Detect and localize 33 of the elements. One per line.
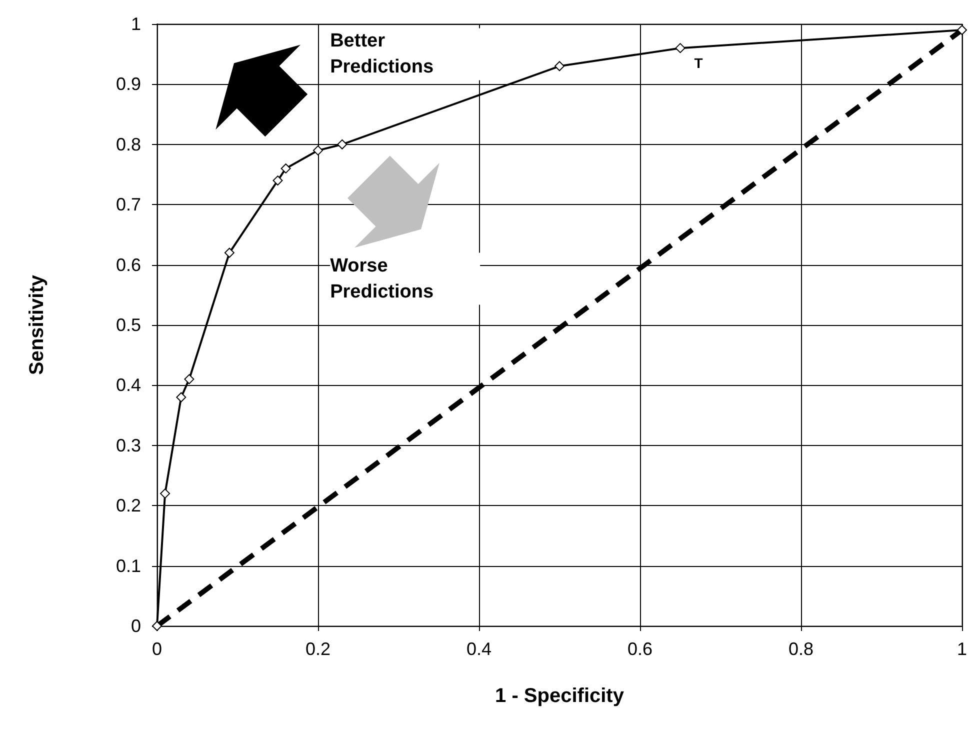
- x-axis-title: 1 - Specificity: [495, 685, 625, 707]
- x-tick-label: 0.8: [788, 639, 814, 659]
- point: [176, 392, 186, 402]
- y-tick-label: 0.7: [116, 194, 141, 215]
- point: [313, 145, 323, 156]
- point: [280, 163, 291, 174]
- y-tick-label: 0.5: [116, 315, 141, 335]
- y-axis-title: Sensitivity: [26, 274, 48, 376]
- annotation: Better Predictions: [330, 30, 434, 78]
- point: [224, 248, 234, 258]
- x-tick-label: 0.6: [627, 639, 653, 659]
- point: [160, 488, 170, 499]
- y-tick-label: 1: [130, 14, 141, 34]
- y-tick-label: 0.1: [116, 556, 141, 576]
- x-tick-label: 0: [152, 639, 162, 659]
- x-tick-label: 1: [956, 639, 968, 659]
- x-tick-label: 0.4: [466, 639, 492, 659]
- point: [272, 176, 283, 186]
- y-tick-label: 0.2: [116, 496, 141, 516]
- annotation: Worse Predictions: [330, 255, 434, 302]
- point: [957, 25, 967, 36]
- point: [554, 61, 564, 72]
- y-tick-label: 0.8: [116, 134, 141, 154]
- y-tick-label: 0.4: [116, 375, 141, 396]
- y-tick-label: 0.3: [116, 435, 141, 456]
- x-tick-label: 0.2: [305, 639, 331, 659]
- point: [675, 43, 686, 54]
- y-tick-label: 0.9: [116, 74, 141, 94]
- y-tick-label: 0.6: [116, 254, 141, 275]
- annotation: T: [694, 55, 704, 72]
- point: [337, 139, 348, 150]
- y-tick-label: 0: [130, 616, 141, 636]
- point: [184, 374, 194, 384]
